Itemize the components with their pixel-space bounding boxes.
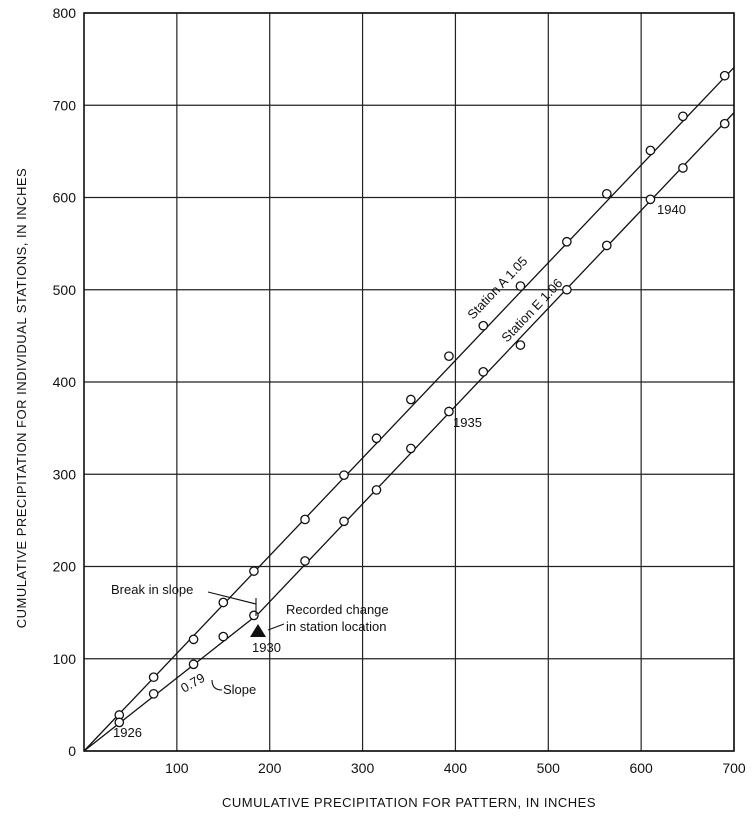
point-station-a-13 xyxy=(601,188,612,199)
plot-frame xyxy=(83,12,735,752)
point-station-a-1 xyxy=(148,672,159,683)
point-station-a-16 xyxy=(719,70,730,81)
recorded-change-leader xyxy=(267,623,285,631)
point-station-e-4 xyxy=(249,610,259,621)
point-station-e-11 xyxy=(515,340,526,350)
x-tick-label-300: 300 xyxy=(351,760,375,776)
x-tick-label-200: 200 xyxy=(258,760,282,776)
point-station-e-15 xyxy=(678,163,688,173)
point-station-e-12 xyxy=(562,284,572,295)
point-station-e-7 xyxy=(371,485,382,495)
y-tick-label-0: 0 xyxy=(68,743,76,759)
point-station-e-8 xyxy=(406,443,416,454)
y-tick-label-800: 800 xyxy=(53,5,77,21)
recorded-change-label-line2: in station location xyxy=(286,619,386,634)
fit-line-station-e-1 xyxy=(83,613,259,752)
point-station-e-0 xyxy=(114,717,125,728)
point-station-e-14 xyxy=(645,194,656,205)
station-move-triangle-marker xyxy=(250,624,266,637)
label-1926: 1926 xyxy=(113,725,142,740)
point-station-e-16 xyxy=(719,118,730,129)
point-station-e-9 xyxy=(444,406,454,417)
y-tick-label-500: 500 xyxy=(53,282,77,298)
x-tick-label-600: 600 xyxy=(629,760,653,776)
label-1940: 1940 xyxy=(657,202,686,217)
y-tick-label-700: 700 xyxy=(53,97,77,113)
fit-lines xyxy=(83,66,735,752)
break-in-slope-leader xyxy=(207,591,257,605)
slope-word-label: Slope xyxy=(223,682,256,697)
point-station-e-2 xyxy=(188,659,199,670)
point-station-a-11 xyxy=(515,281,526,291)
point-station-e-1 xyxy=(148,688,159,699)
recorded-change-label-line1: Recorded change xyxy=(286,602,389,617)
point-station-e-10 xyxy=(478,367,489,377)
point-station-a-15 xyxy=(678,111,688,122)
point-station-a-7 xyxy=(371,433,382,444)
point-station-a-12 xyxy=(562,236,572,247)
label-1930: 1930 xyxy=(252,640,281,655)
fit-line-station-e-2 xyxy=(257,112,735,615)
x-tick-label-700: 700 xyxy=(722,760,746,776)
point-station-e-6 xyxy=(339,516,349,527)
point-station-e-13 xyxy=(601,240,612,251)
tick-labels: 100 200 300 400 500 600 700 0 100 200 300 400 500 600… xyxy=(53,5,746,776)
data-points xyxy=(114,70,730,728)
x-axis-title: CUMULATIVE PRECIPITATION FOR PATTERN, IN… xyxy=(222,795,596,810)
point-station-a-6 xyxy=(339,470,349,481)
break-in-slope-label: Break in slope xyxy=(111,582,193,597)
fit-line-station-a-0 xyxy=(83,66,735,752)
y-tick-label-400: 400 xyxy=(53,374,77,390)
point-station-a-3 xyxy=(218,597,229,608)
x-tick-label-500: 500 xyxy=(537,760,561,776)
point-station-a-9 xyxy=(444,351,454,362)
x-tick-label-100: 100 xyxy=(165,760,189,776)
grid xyxy=(84,12,735,752)
point-station-a-8 xyxy=(406,394,416,405)
x-tick-label-400: 400 xyxy=(444,760,468,776)
point-station-a-2 xyxy=(188,634,199,645)
y-tick-label-300: 300 xyxy=(53,466,77,482)
point-station-a-5 xyxy=(300,514,310,525)
y-tick-label-200: 200 xyxy=(53,559,77,575)
y-tick-label-100: 100 xyxy=(53,651,77,667)
point-station-a-10 xyxy=(478,320,489,331)
slope-leader xyxy=(211,679,223,691)
point-station-e-3 xyxy=(218,631,229,642)
point-station-e-5 xyxy=(300,556,310,566)
point-station-a-4 xyxy=(249,566,259,576)
point-station-a-14 xyxy=(645,145,656,156)
label-1935: 1935 xyxy=(453,415,482,430)
y-axis-title: CUMULATIVE PRECIPITATION FOR INDIVIDUAL … xyxy=(14,168,29,628)
y-tick-label-600: 600 xyxy=(53,190,77,206)
